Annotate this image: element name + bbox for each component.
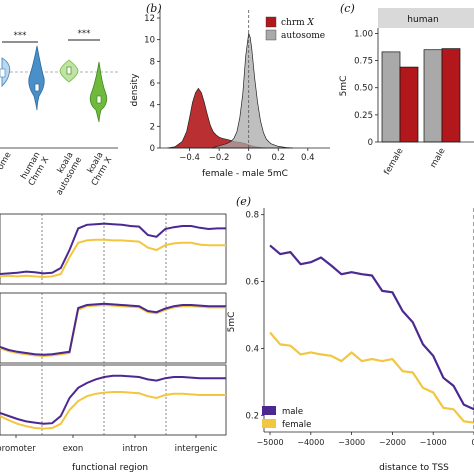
panel-c-x-tick-label: male [428, 147, 447, 170]
violin-koala-chrmx [89, 61, 108, 123]
panel-d-line-female [0, 238, 226, 279]
boxplot-koala-chrmx [96, 95, 102, 104]
panel-e-y-tick-label: 0.8 [245, 211, 259, 221]
boxplot-human-autosome [0, 68, 6, 78]
panel-c-y-tick-label: 0.75 [354, 57, 373, 67]
legend-swatch-female [262, 419, 276, 428]
panel-b-y-tick-label: 8 [150, 57, 155, 67]
panel-a-significance-label-1: *** [14, 31, 27, 41]
panel-a-tick-label-4: koala Chrm X [86, 151, 115, 188]
panel-a-significance-label-2: *** [78, 29, 91, 39]
panel-b-x-tick-label: 0.2 [271, 153, 285, 163]
panel-c-y-tick-label: 0.25 [354, 111, 373, 121]
bar-male-autosome [423, 49, 443, 143]
legend-label-autosome: autosome [281, 31, 325, 41]
panel-b-x-axis-title: female - male 5mC [202, 169, 288, 179]
boxplot-human-chrmx [34, 83, 40, 92]
panel-e-x-tick-label: 0 [471, 438, 474, 447]
panel-a-tick-label-1: ome [0, 151, 14, 172]
panel-d-line-chart: promoter exon intron intergenic functional … [0, 213, 227, 473]
panel-a-tick-label-3: koala autosome [54, 151, 84, 198]
panel-d-line-male [0, 302, 226, 356]
panel-e-y-axis-title: 5mC [227, 312, 237, 333]
panel-e-line-male [269, 244, 474, 411]
panel-d-line-male [0, 222, 226, 275]
panel-d-line-male [0, 374, 226, 425]
panel-a-violin-chart: *** *** ome human Chrm X koala autosome … [0, 29, 118, 197]
panel-c-x-tick-label: female [382, 147, 405, 177]
panel-e-label: (e) [236, 195, 251, 208]
panel-c-y-tick-label: 1.00 [354, 29, 373, 39]
panel-e-line-female [269, 331, 474, 424]
panel-c-label: (c) [340, 2, 355, 15]
bar-female-autosome [381, 51, 401, 143]
panel-e-line-chart: (e) −5000−4000−3000−2000−10000100020000.… [227, 195, 474, 473]
facet-strip-label: human [407, 15, 438, 25]
legend-swatch-autosome [265, 29, 277, 41]
panel-d-line-female [0, 391, 226, 430]
panel-e-x-tick-label: −4000 [297, 438, 324, 447]
legend-swatch-chrmx [265, 16, 277, 28]
panel-b-y-axis-title: density [130, 73, 140, 107]
panel-d-x-tick-label: intergenic [175, 444, 218, 454]
panel-b-y-tick-label: 4 [150, 101, 155, 111]
panel-a-tick-label-2: human Chrm X [19, 151, 51, 188]
panel-d-x-tick-label: promoter [0, 444, 36, 454]
panel-b-x-tick-label: −0.4 [179, 153, 200, 163]
panel-e-y-tick-label: 0.4 [245, 344, 259, 354]
svg-text:ome: ome [0, 151, 14, 172]
panel-e-x-tick-label: −3000 [338, 438, 365, 447]
panel-b-y-tick-label: 12 [144, 14, 155, 24]
panel-d-facet-frame [0, 364, 227, 436]
panel-b-x-tick-label: 0.4 [301, 153, 315, 163]
panel-d-line-female [0, 303, 226, 358]
panel-c-y-axis-title: 5mC [339, 76, 349, 97]
facet-strip [378, 8, 474, 28]
panel-d-facet-frame [0, 213, 227, 285]
violin-human-autosome [1, 57, 11, 88]
bar-female-chrmx [399, 66, 419, 143]
legend-label-female: female [282, 420, 311, 430]
violin-human-chrmx [28, 45, 45, 111]
legend-label-chrmx: chrm X [281, 18, 315, 28]
panel-b-y-tick-label: 6 [150, 79, 155, 89]
panel-d-facet-frame [0, 292, 227, 364]
panel-e-y-tick-label: 0.2 [245, 411, 259, 421]
bar-male-chrmx [441, 48, 461, 143]
panel-d-x-tick-label: intron [123, 444, 148, 454]
legend-label-male: male [282, 407, 303, 417]
panel-b-y-tick-label: 10 [144, 36, 155, 46]
panel-b-label: (b) [146, 2, 162, 15]
panel-c-y-tick-label: 0 [368, 138, 373, 148]
panel-d-x-tick-label: exon [63, 444, 83, 454]
panel-b-density-chart: (b) −0.4 −0.2 0 0.2 0.4 0 2 4 6 8 10 12 female - mal… [130, 2, 330, 179]
boxplot-koala-autosome [66, 66, 72, 75]
panel-b-y-tick-label: 2 [150, 122, 155, 132]
legend-swatch-male [262, 406, 276, 415]
panel-b-x-tick-label: −0.2 [209, 153, 230, 163]
panel-c-bar-chart: (c) human female male 0 0.25 0.50 0.75 1.00 5mC [339, 2, 474, 177]
panel-b-y-tick-label: 0 [150, 144, 155, 154]
panel-e-y-tick-label: 0.6 [245, 278, 259, 288]
panel-e-x-axis-title: distance to TSS [379, 463, 449, 473]
density-area-autosome [211, 33, 294, 149]
panel-d-x-axis-title: functional region [72, 463, 148, 473]
panel-e-x-tick-label: −5000 [256, 438, 283, 447]
panel-e-x-tick-label: −1000 [420, 438, 447, 447]
panel-c-y-tick-label: 0.50 [354, 84, 373, 94]
panel-e-x-tick-label: −2000 [379, 438, 406, 447]
panel-b-x-tick-label: 0 [246, 153, 251, 163]
